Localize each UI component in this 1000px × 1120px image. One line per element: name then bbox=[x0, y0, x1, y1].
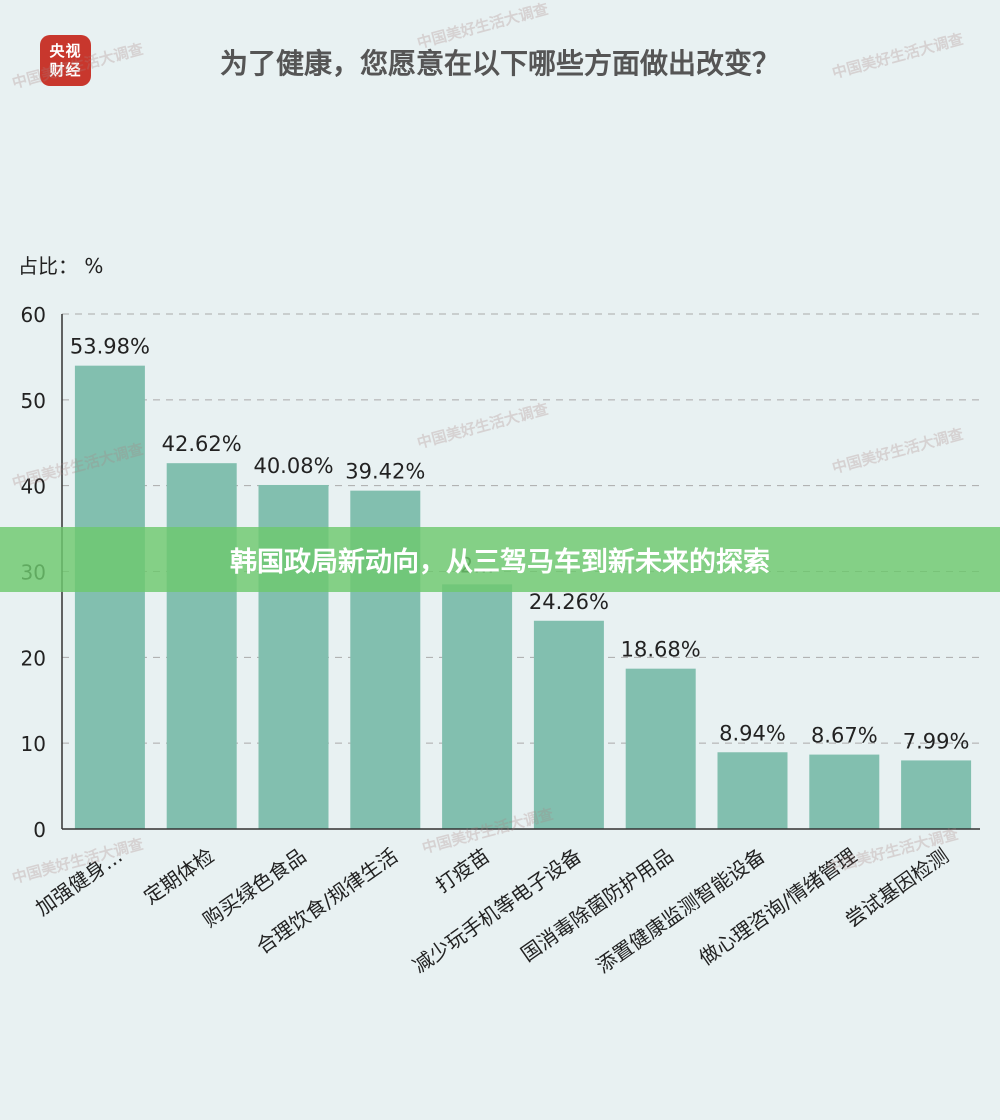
x-tick-label: 添置健康监测智能设备 bbox=[592, 843, 770, 977]
bar bbox=[717, 752, 788, 829]
data-label: 18.68% bbox=[621, 638, 701, 662]
bar bbox=[809, 754, 880, 829]
y-tick-label: 20 bbox=[21, 646, 46, 670]
x-tick-label: 打疫苗 bbox=[431, 843, 494, 897]
bar bbox=[166, 463, 237, 829]
bar bbox=[74, 365, 145, 829]
x-tick-label: 国消毒除菌防护用品 bbox=[516, 843, 677, 966]
data-label: 24.26% bbox=[529, 590, 609, 614]
x-tick-label: 尝试基因检测 bbox=[841, 843, 953, 931]
brand-logo: 央视 财经 bbox=[40, 35, 91, 86]
y-tick-label: 50 bbox=[21, 389, 46, 413]
data-label: 42.62% bbox=[162, 432, 242, 456]
y-axis-unit-label: 占比： % bbox=[18, 254, 104, 278]
y-tick-label: 60 bbox=[21, 303, 46, 327]
x-tick-label: 减少玩手机等电子设备 bbox=[408, 843, 586, 977]
bar bbox=[442, 584, 513, 829]
y-tick-label: 0 bbox=[33, 818, 46, 842]
data-label: 39.42% bbox=[345, 460, 425, 484]
chart-title: 为了健康，您愿意在以下哪些方面做出改变？ bbox=[219, 47, 780, 80]
y-tick-label: 40 bbox=[21, 475, 46, 499]
x-tick-label: 加强健身… bbox=[31, 843, 127, 920]
x-tick-label: 做心理咨询/情绪管理 bbox=[694, 843, 861, 970]
overlay-banner: 韩国政局新动向，从三驾马车到新未来的探索 bbox=[0, 527, 1000, 592]
data-label: 40.08% bbox=[253, 454, 333, 478]
data-label: 7.99% bbox=[903, 729, 970, 753]
data-label: 8.94% bbox=[719, 721, 786, 745]
bar bbox=[901, 760, 972, 829]
bar bbox=[625, 668, 696, 829]
data-label: 53.98% bbox=[70, 335, 150, 359]
y-tick-label: 10 bbox=[21, 732, 46, 756]
x-tick-label: 定期体检 bbox=[139, 843, 218, 909]
bar bbox=[533, 620, 604, 829]
data-label: 8.67% bbox=[811, 724, 878, 748]
